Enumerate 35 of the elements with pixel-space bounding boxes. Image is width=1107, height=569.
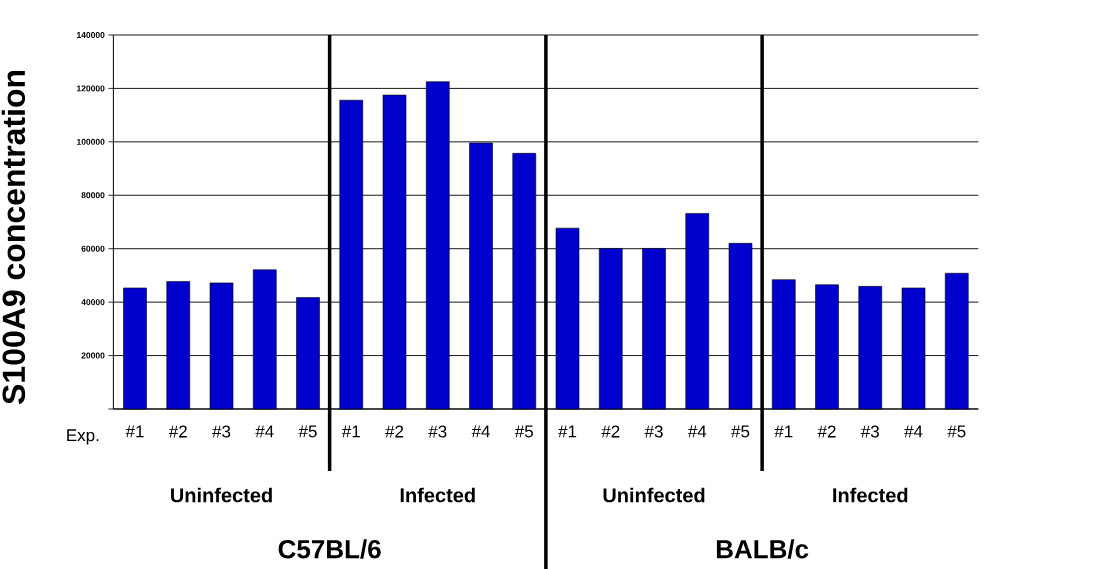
x-tick-label: #4 [471, 425, 490, 438]
x-tick-label: #4 [904, 425, 923, 438]
x-tick-label: #1 [558, 425, 577, 438]
x-tick-label: #3 [644, 425, 663, 438]
y-tick-label: 120000 [77, 85, 105, 92]
text: BALB/c [716, 539, 809, 559]
x-tick-label: #1 [341, 425, 360, 438]
y-tick-label: 20000 [81, 352, 105, 359]
x-tick-label: #2 [601, 425, 620, 438]
text: Uninfected [171, 487, 272, 503]
text: C57BL/6 [278, 539, 381, 559]
x-tick-label: #4 [687, 425, 707, 438]
y-tick-label: 80000 [81, 192, 105, 199]
x-tick-label: #5 [947, 425, 966, 438]
y-tick-label: 40000 [81, 299, 105, 306]
x-tick-label: #5 [514, 425, 533, 438]
x-tick-label: #1 [125, 425, 144, 438]
x-tick-label: #2 [817, 425, 836, 438]
y-tick-label: 140000 [77, 31, 105, 38]
y-tick-label: 60000 [81, 245, 105, 252]
text: Infected [833, 487, 908, 503]
x-tick-label: #2 [168, 425, 187, 438]
x-tick-label: #3 [212, 425, 231, 438]
y-tick-label: 100000 [77, 138, 105, 145]
y-axis-title: S100A9 concentration [1, 70, 26, 405]
x-tick-label: #3 [428, 425, 447, 438]
x-tick-label: #5 [731, 425, 750, 438]
x-tick-label: #3 [860, 425, 879, 438]
text: Exp. [67, 429, 99, 445]
x-tick-label: #5 [298, 425, 317, 438]
x-tick-label: #4 [255, 425, 274, 438]
x-tick-label: #2 [385, 425, 404, 438]
text: Uninfected [603, 487, 705, 503]
x-tick-label: #1 [774, 425, 793, 438]
text: Infected [400, 487, 475, 503]
